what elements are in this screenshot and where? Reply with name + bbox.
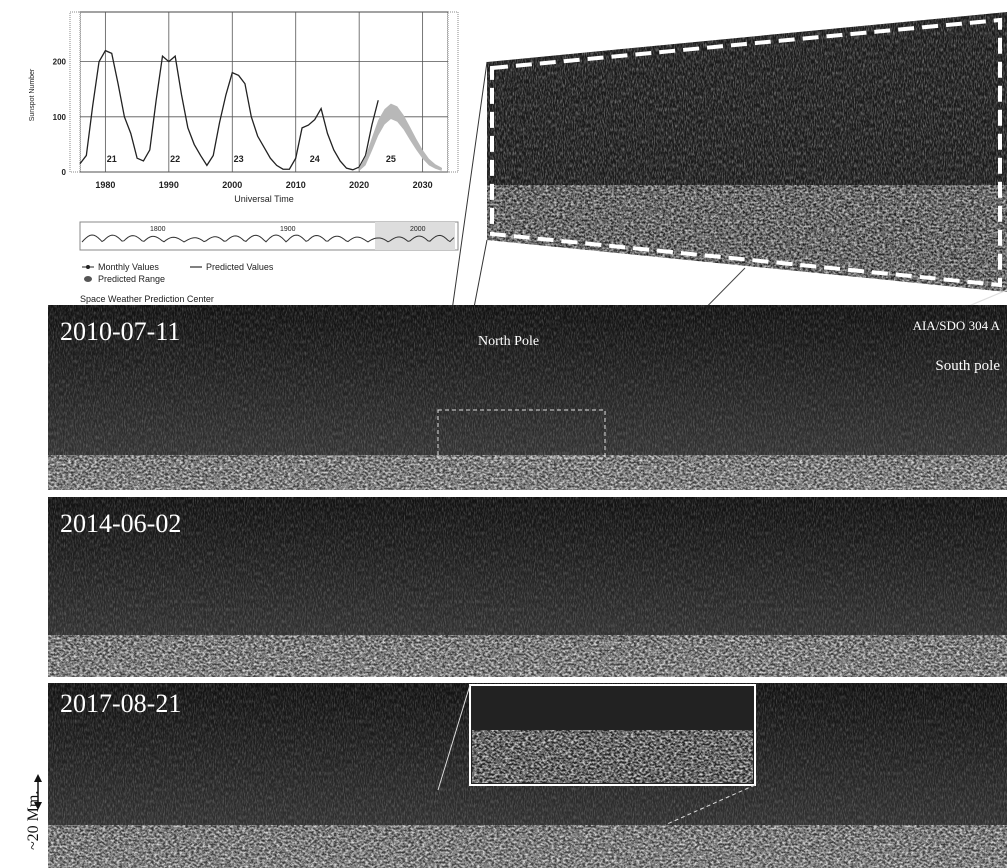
panel: 2017-08-21 <box>48 683 1007 868</box>
legend-label: Monthly Values <box>98 262 159 272</box>
legend-marker <box>84 276 92 282</box>
timeline-label: 1800 <box>150 226 166 233</box>
credit: Space Weather Prediction Center <box>80 294 214 304</box>
x-tick-label: 1990 <box>159 180 179 190</box>
panel: 2014-06-02 <box>48 497 1007 677</box>
x-axis-label: Universal Time <box>234 194 294 204</box>
timeline-label: 1900 <box>280 226 296 233</box>
x-tick-label: 2030 <box>413 180 433 190</box>
panel-date: 2010-07-11 <box>60 317 180 346</box>
timeline-label: 2000 <box>410 226 426 233</box>
instrument-label: AIA/SDO 304 A <box>913 318 1001 333</box>
scale-label: ~20 Mm. <box>25 791 42 850</box>
figure: 2010-07-11 North Pole South pole AIA/SDO… <box>0 0 1007 868</box>
cycle-label: 24 <box>310 154 320 164</box>
legend-marker <box>86 265 90 269</box>
legend-label: Predicted Values <box>206 262 274 272</box>
y-tick-label: 0 <box>62 168 67 177</box>
cycle-label: 21 <box>107 154 117 164</box>
panel: 2010-07-11 North Pole South pole AIA/SDO… <box>48 305 1007 490</box>
cycle-label: 22 <box>170 154 180 164</box>
panel-label: North Pole <box>478 334 539 349</box>
y-tick-label: 200 <box>53 58 67 67</box>
timeline-strip <box>80 222 458 250</box>
x-tick-label: 2020 <box>349 180 369 190</box>
panel-label: South pole <box>935 358 1000 374</box>
panel-date: 2017-08-21 <box>60 689 181 718</box>
x-tick-label: 2010 <box>286 180 306 190</box>
x-tick-label: 1980 <box>95 180 115 190</box>
panel-date: 2014-06-02 <box>60 509 181 538</box>
y-axis-label: Sunspot Number <box>29 68 36 121</box>
cycle-label: 23 <box>234 154 244 164</box>
y-tick-label: 100 <box>53 113 67 122</box>
x-tick-label: 2000 <box>222 180 242 190</box>
cycle-label: 25 <box>386 154 396 164</box>
legend-label: Predicted Range <box>98 274 165 284</box>
